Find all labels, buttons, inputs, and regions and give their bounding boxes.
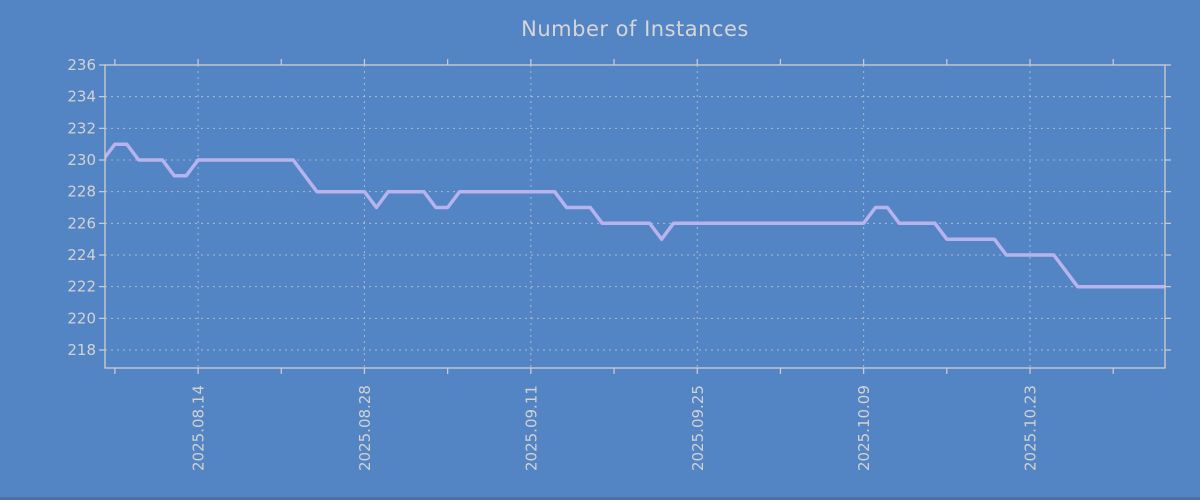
y-axis-label: 226 — [67, 214, 96, 232]
y-axis-label: 234 — [67, 88, 96, 106]
x-axis-label: 2025.10.09 — [855, 385, 873, 471]
plot-frame — [104, 64, 1166, 369]
gridlines — [105, 65, 1165, 368]
instances-line — [105, 142, 1165, 289]
axis-ticks — [99, 59, 1171, 374]
x-axis-label: 2025.10.23 — [1022, 385, 1040, 471]
axis-labels: 236 234 232 230 228 226 224 222 220 218 2025.08.14… — [67, 56, 1039, 471]
x-axis-label: 2025.09.11 — [522, 385, 540, 471]
y-axis-label: 220 — [67, 309, 96, 327]
y-axis-label: 232 — [67, 119, 96, 137]
data-series — [105, 142, 1165, 289]
y-axis-label: 222 — [67, 278, 96, 296]
plot-border — [104, 64, 1166, 369]
x-axis-label: 2025.08.14 — [190, 385, 208, 471]
y-axis-label: 228 — [67, 183, 96, 201]
x-axis-label: 2025.08.28 — [356, 385, 374, 471]
y-axis-label: 224 — [67, 246, 96, 264]
x-axis-label: 2025.09.25 — [689, 385, 707, 471]
chart-title: Number of Instances — [521, 17, 749, 41]
y-axis-label: 236 — [67, 56, 96, 74]
y-axis-label: 218 — [67, 341, 96, 359]
bottom-edge — [0, 497, 1200, 500]
y-axis-label: 230 — [67, 151, 96, 169]
